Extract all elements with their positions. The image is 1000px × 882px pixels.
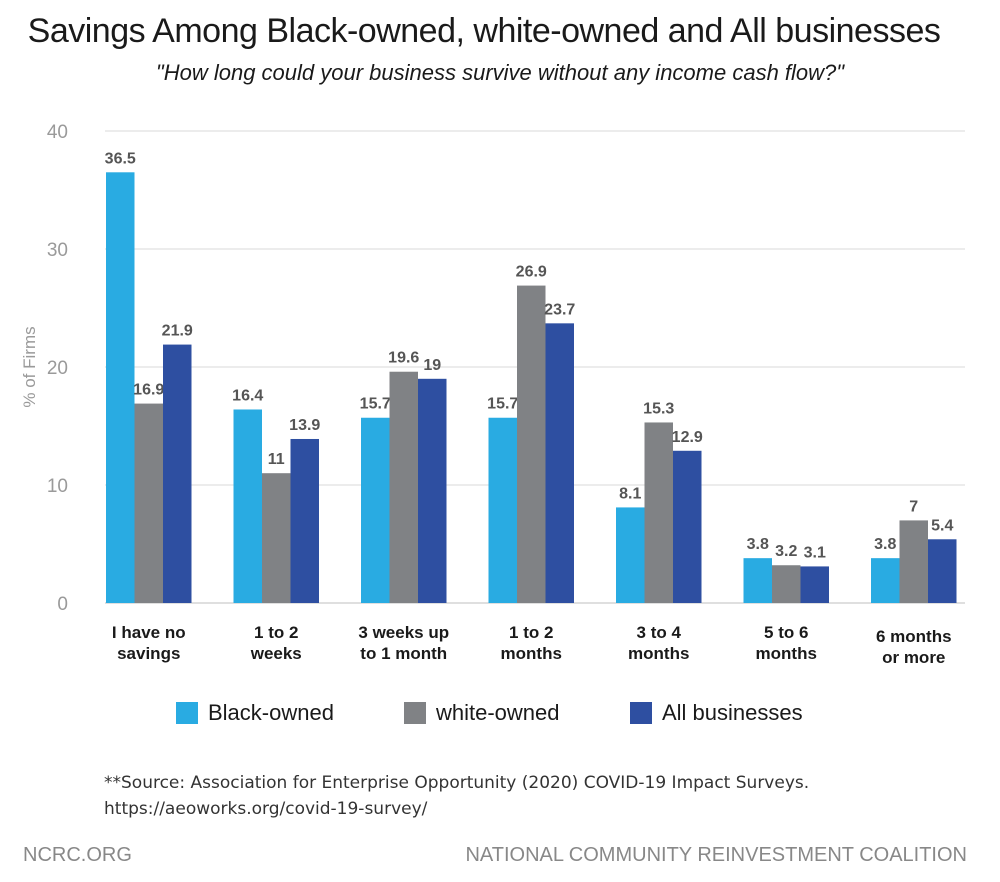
data-label: 15.7 (487, 396, 518, 413)
data-label: 26.9 (516, 264, 547, 281)
data-label: 12.9 (672, 429, 703, 446)
data-label: 15.3 (643, 400, 674, 417)
bar (106, 172, 135, 604)
bar (871, 558, 900, 603)
data-label: 3.1 (804, 544, 826, 561)
legend-swatch-black-owned (176, 702, 198, 724)
bar (800, 566, 829, 603)
x-tick-label: 3 to 4 (637, 623, 682, 642)
x-tick-label: 1 to 2 (509, 623, 553, 642)
y-tick-label: 0 (57, 594, 68, 615)
y-tick-label: 40 (47, 122, 68, 143)
data-label: 19 (423, 357, 441, 374)
bar (134, 403, 163, 603)
bar (545, 323, 574, 603)
x-tick-label: I have no (112, 623, 186, 642)
source-line-1: **Source: Association for Enterprise Opp… (104, 773, 810, 793)
x-tick-label: or more (882, 648, 945, 667)
legend-label-all-businesses: All businesses (662, 700, 803, 725)
source-note: **Source: Association for Enterprise Opp… (104, 770, 924, 822)
data-label: 3.8 (874, 536, 896, 553)
data-label: 16.4 (232, 387, 263, 404)
bar (290, 438, 319, 603)
data-label: 19.6 (388, 350, 419, 367)
bar (163, 344, 192, 603)
bar-chart: 0 10 20 30 40 % of Firms 36.5 16.9 21.9 I have no… (20, 122, 965, 667)
bar (262, 473, 291, 603)
legend-item-all-businesses: All businesses (630, 700, 803, 726)
x-tick-label: 6 months (876, 627, 952, 646)
data-label: 11 (268, 451, 285, 468)
data-label: 21.9 (162, 323, 193, 340)
bar (488, 417, 517, 603)
footer-website[interactable]: NCRC.ORG (23, 844, 132, 866)
legend-item-black-owned: Black-owned (176, 700, 334, 726)
data-label: 8.1 (619, 485, 641, 502)
bar (673, 450, 702, 603)
bar (361, 417, 390, 603)
legend: Black-owned white-owned All businesses (0, 700, 1000, 730)
bar (644, 422, 673, 603)
chart-title: Savings Among Black-owned, white-owned a… (27, 12, 941, 50)
y-tick-label: 30 (47, 240, 68, 261)
x-tick-label: months (756, 644, 817, 663)
legend-label-white-owned: white-owned (436, 700, 560, 725)
legend-item-white-owned: white-owned (404, 700, 560, 726)
data-label: 13.9 (289, 417, 320, 434)
data-label: 23.7 (544, 301, 575, 318)
data-label: 36.5 (105, 150, 136, 167)
x-tick-label: savings (117, 644, 180, 663)
x-tick-label: 5 to 6 (764, 623, 808, 642)
x-tick-label: 3 weeks up (358, 623, 449, 642)
bar (233, 409, 262, 603)
legend-swatch-white-owned (404, 702, 426, 724)
legend-swatch-all-businesses (630, 702, 652, 724)
bar (517, 285, 546, 603)
bar (616, 507, 645, 603)
chart-subtitle: "How long could your business survive wi… (155, 60, 845, 85)
legend-label-black-owned: Black-owned (208, 700, 334, 725)
bar (772, 565, 801, 603)
data-label: 5.4 (931, 517, 953, 534)
x-tick-label: 1 to 2 (254, 623, 298, 642)
x-tick-label: months (501, 644, 562, 663)
bar (743, 558, 772, 603)
bar (389, 371, 418, 603)
y-tick-label: 20 (47, 358, 68, 379)
x-tick-label: months (628, 644, 689, 663)
y-axis-label: % of Firms (20, 326, 39, 407)
data-label: 7 (909, 498, 918, 515)
bar (928, 539, 957, 603)
source-link[interactable]: https://aeoworks.org/covid-19-survey/ (104, 799, 428, 819)
bar (418, 378, 447, 603)
data-label: 3.8 (747, 536, 769, 553)
y-tick-label: 10 (47, 476, 68, 497)
x-tick-label: to 1 month (360, 644, 447, 663)
footer-organization: NATIONAL COMMUNITY REINVESTMENT COALITIO… (465, 844, 967, 866)
bar (899, 520, 928, 603)
data-label: 16.9 (133, 382, 164, 399)
data-label: 15.7 (360, 396, 391, 413)
x-tick-label: weeks (250, 644, 302, 663)
data-label: 3.2 (775, 543, 797, 560)
